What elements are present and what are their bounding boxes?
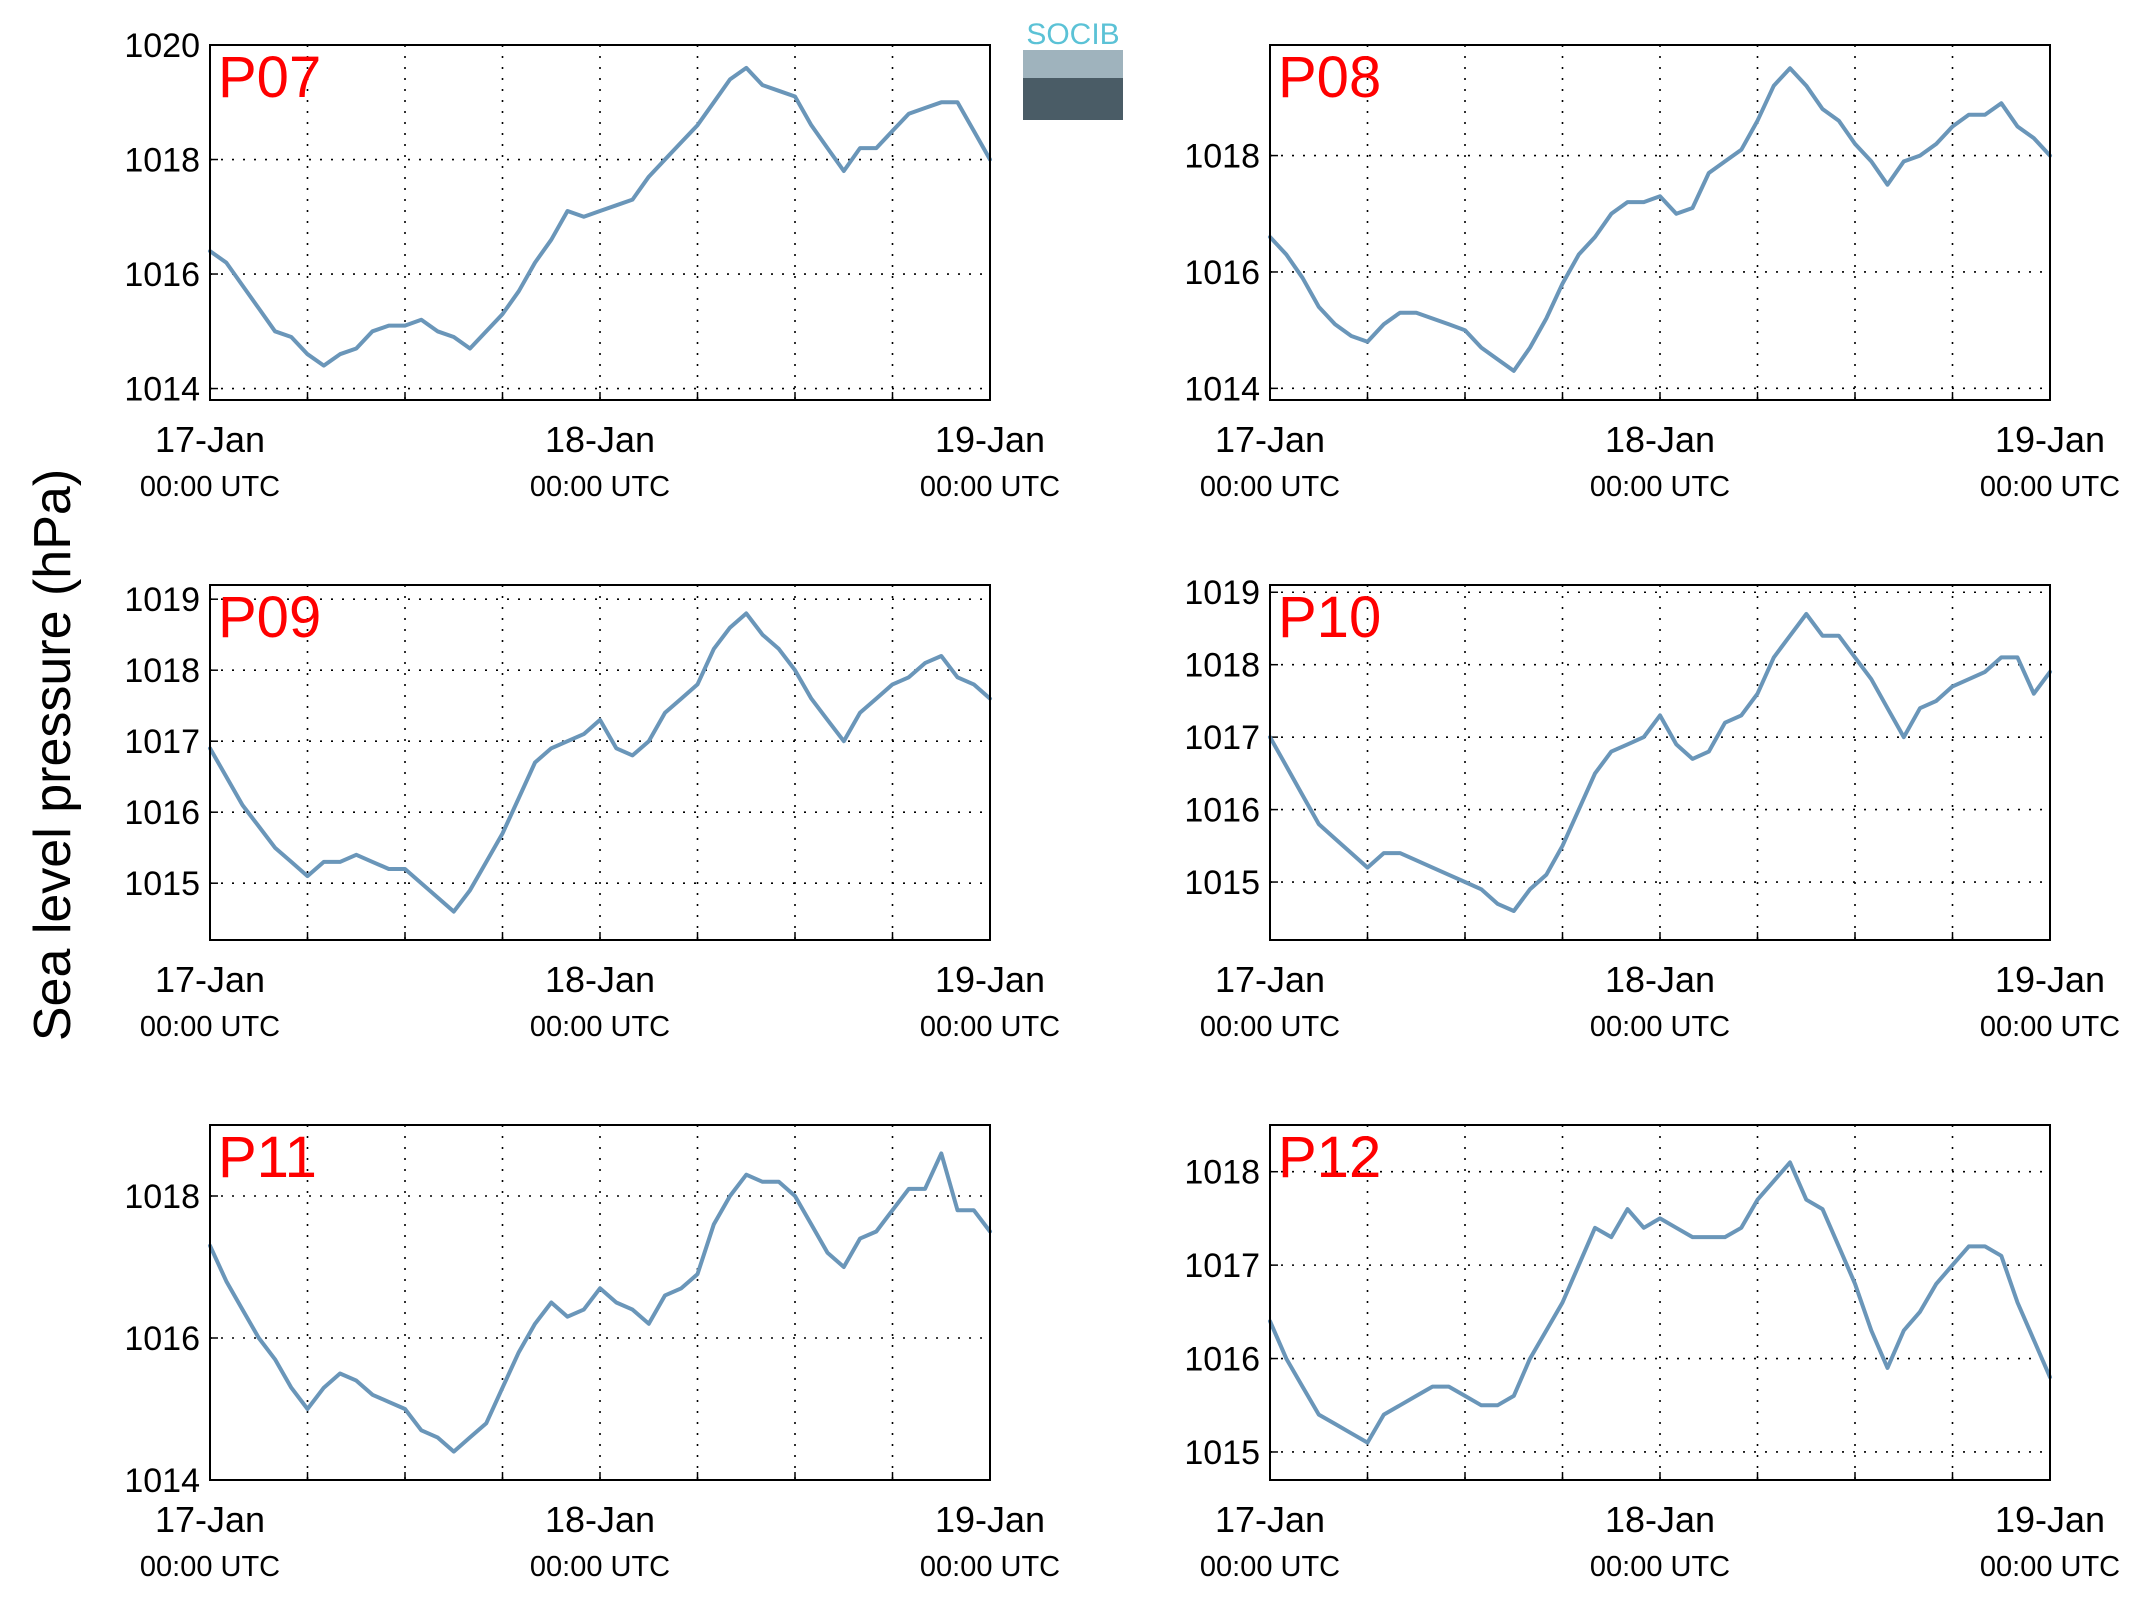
chart-p12: 1015 1016 1017 1018 17-Jan 00:00 UTC 18-Jan 00:… <box>1184 1124 2120 1583</box>
y-tick-label: 1019 <box>1184 574 1260 612</box>
axes-frame <box>209 584 991 941</box>
y-tick-label: 1016 <box>124 1320 200 1358</box>
x-tick-label-time: 00:00 UTC <box>1200 1551 1340 1583</box>
axes-frame <box>1269 1124 2051 1481</box>
x-tick-label-time: 00:00 UTC <box>920 471 1060 503</box>
x-tick-label-date: 18-Jan <box>1605 959 1715 1000</box>
panel-label: P08 <box>1278 45 1381 110</box>
y-axis-label: Sea level pressure (hPa) <box>24 469 82 1041</box>
axes-frame <box>1269 584 2051 941</box>
x-tick-label-time: 00:00 UTC <box>1200 471 1340 503</box>
y-tick-label: 1014 <box>124 371 200 409</box>
y-tick-label: 1018 <box>124 1178 200 1216</box>
y-tick-label: 1016 <box>124 256 200 294</box>
y-tick-label: 1017 <box>1184 1247 1260 1285</box>
x-tick-label-time: 00:00 UTC <box>530 471 670 503</box>
y-tick-label: 1018 <box>1184 647 1260 685</box>
y-tick-label: 1016 <box>1184 792 1260 830</box>
axes-frame <box>209 1124 991 1481</box>
x-tick-label-date: 17-Jan <box>155 419 265 460</box>
x-tick-label-date: 18-Jan <box>545 1499 655 1540</box>
y-tick-label: 1016 <box>1184 1341 1260 1379</box>
x-tick-label-date: 18-Jan <box>545 959 655 1000</box>
series-line <box>208 1151 992 1454</box>
chart-p09: 1015 1016 1017 1018 1019 17-Jan 00:00 UTC 18-Ja… <box>124 581 1060 1043</box>
x-tick-label-time: 00:00 UTC <box>1980 1551 2120 1583</box>
x-tick-label-date: 18-Jan <box>1605 419 1715 460</box>
axes-frame <box>1269 44 2051 401</box>
socib-logo: SOCIB <box>1023 18 1123 120</box>
x-tick-label-time: 00:00 UTC <box>1590 1551 1730 1583</box>
x-tick-label-date: 19-Jan <box>1995 1499 2105 1540</box>
y-tick-label: 1015 <box>124 865 200 903</box>
x-tick-label-time: 00:00 UTC <box>1980 1011 2120 1043</box>
x-tick-label-time: 00:00 UTC <box>530 1551 670 1583</box>
x-tick-label-time: 00:00 UTC <box>1200 1011 1340 1043</box>
y-tick-label: 1017 <box>1184 719 1260 757</box>
x-tick-label-date: 19-Jan <box>935 419 1045 460</box>
y-tick-label: 1015 <box>1184 1434 1260 1472</box>
x-tick-label-time: 00:00 UTC <box>1590 1011 1730 1043</box>
x-tick-label-date: 17-Jan <box>1215 959 1325 1000</box>
y-tick-label: 1014 <box>1184 370 1260 408</box>
x-tick-label-date: 17-Jan <box>155 1499 265 1540</box>
y-tick-label: 1016 <box>124 794 200 832</box>
x-tick-label-date: 19-Jan <box>935 1499 1045 1540</box>
x-tick-label-time: 00:00 UTC <box>140 471 280 503</box>
y-tick-label: 1015 <box>1184 864 1260 902</box>
panel-label: P12 <box>1278 1125 1381 1190</box>
x-tick-label-date: 18-Jan <box>545 419 655 460</box>
chart-p10: 1015 1016 1017 1018 1019 17-Jan 00:00 UTC 18-Ja… <box>1184 574 2120 1043</box>
series-line <box>1268 66 2052 373</box>
x-tick-label-time: 00:00 UTC <box>530 1011 670 1043</box>
x-tick-label-time: 00:00 UTC <box>1980 471 2120 503</box>
y-tick-label: 1016 <box>1184 254 1260 292</box>
x-tick-label-date: 19-Jan <box>1995 419 2105 460</box>
chart-p08: 1014 1016 1018 17-Jan 00:00 UTC 18-Jan 00:00 U… <box>1184 44 2120 503</box>
x-tick-label-date: 18-Jan <box>1605 1499 1715 1540</box>
axes-frame <box>209 44 991 401</box>
series-line <box>1268 612 2052 913</box>
x-tick-label-date: 19-Jan <box>1995 959 2105 1000</box>
y-tick-label: 1019 <box>124 581 200 619</box>
series-line <box>208 611 992 914</box>
x-tick-label-date: 17-Jan <box>1215 419 1325 460</box>
x-tick-label-time: 00:00 UTC <box>920 1011 1060 1043</box>
y-tick-label: 1014 <box>124 1462 200 1500</box>
panel-label: P10 <box>1278 585 1381 650</box>
x-tick-label-time: 00:00 UTC <box>140 1551 280 1583</box>
chart-p11: 1014 1016 1018 17-Jan 00:00 UTC 18-Jan 00:00 U… <box>124 1124 1060 1583</box>
panel-label: P07 <box>218 45 321 110</box>
y-tick-label: 1018 <box>1184 1154 1260 1192</box>
y-tick-label: 1020 <box>124 27 200 65</box>
x-tick-label-date: 19-Jan <box>935 959 1045 1000</box>
y-tick-label: 1018 <box>124 142 200 180</box>
panel-label: P09 <box>218 585 321 650</box>
socib-logo-text: SOCIB <box>1026 18 1119 51</box>
x-tick-label-time: 00:00 UTC <box>920 1551 1060 1583</box>
x-tick-label-date: 17-Jan <box>1215 1499 1325 1540</box>
y-tick-label: 1018 <box>1184 138 1260 176</box>
y-tick-label: 1018 <box>124 652 200 690</box>
chart-p07: 1014 1016 1018 1020 17-Jan 00:00 UTC 18-Jan 00:… <box>124 27 1060 503</box>
series-line <box>1268 1160 2052 1445</box>
x-tick-label-time: 00:00 UTC <box>140 1011 280 1043</box>
x-tick-label-time: 00:00 UTC <box>1590 471 1730 503</box>
y-tick-label: 1017 <box>124 723 200 761</box>
series-line <box>208 65 992 368</box>
panel-label: P11 <box>218 1125 317 1190</box>
x-tick-label-date: 17-Jan <box>155 959 265 1000</box>
